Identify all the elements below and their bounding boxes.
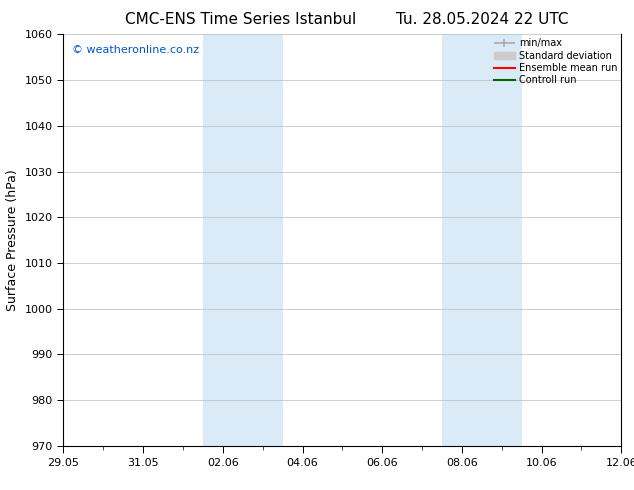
Text: CMC-ENS Time Series Istanbul: CMC-ENS Time Series Istanbul: [126, 12, 356, 27]
Y-axis label: Surface Pressure (hPa): Surface Pressure (hPa): [6, 169, 19, 311]
Text: © weatheronline.co.nz: © weatheronline.co.nz: [72, 45, 199, 54]
Bar: [203, 34, 283, 446]
Legend: min/max, Standard deviation, Ensemble mean run, Controll run: min/max, Standard deviation, Ensemble me…: [492, 36, 619, 87]
Text: Tu. 28.05.2024 22 UTC: Tu. 28.05.2024 22 UTC: [396, 12, 568, 27]
Bar: [442, 34, 522, 446]
